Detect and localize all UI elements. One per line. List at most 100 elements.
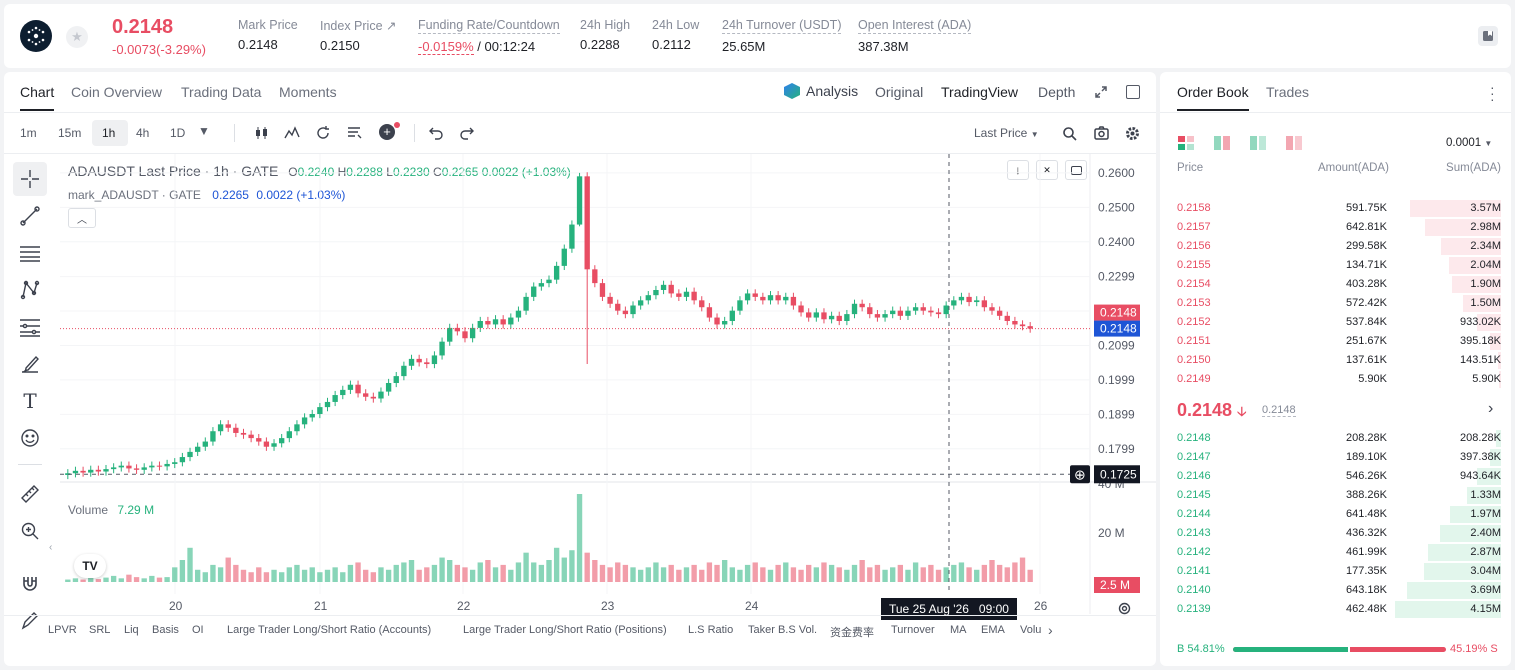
ask-row[interactable]: 0.2152 537.84K 933.02K: [1160, 313, 1511, 332]
bid-row[interactable]: 0.2139 462.48K 4.15M: [1160, 600, 1511, 619]
tab-trading-data[interactable]: Trading Data: [181, 84, 262, 100]
precision-select[interactable]: 0.0001 ▼: [1446, 137, 1493, 149]
ask-row[interactable]: 0.2153 572.42K 1.50M: [1160, 294, 1511, 313]
indicator-0[interactable]: LPVR: [48, 624, 77, 636]
candle-body: [401, 365, 407, 377]
indicator-8[interactable]: Taker B.S Vol.: [748, 624, 818, 636]
ruler-tool-icon[interactable]: [13, 477, 47, 511]
bid-row[interactable]: 0.2145 388.26K 1.33M: [1160, 486, 1511, 505]
pencil-lock-tool-icon[interactable]: [13, 604, 47, 638]
indicator-6[interactable]: Large Trader Long/Short Ratio (Positions…: [463, 624, 667, 636]
bid-row[interactable]: 0.2147 189.10K 397.38K: [1160, 448, 1511, 467]
view-depth[interactable]: Depth: [1038, 84, 1076, 100]
indicator-4[interactable]: OI: [192, 624, 204, 636]
horizontal-lines-tool-icon[interactable]: [13, 236, 47, 270]
interval-15m[interactable]: 15m: [58, 126, 82, 140]
fib-tool-icon[interactable]: [13, 310, 47, 344]
bid-row[interactable]: 0.2141 177.35K 3.04M: [1160, 562, 1511, 581]
ask-row[interactable]: 0.2149 5.90K 5.90K: [1160, 370, 1511, 389]
interval-1h[interactable]: 1h: [102, 126, 116, 140]
row-price: 0.2144: [1177, 508, 1211, 520]
bid-row[interactable]: 0.2142 461.99K 2.87M: [1160, 543, 1511, 562]
indicator-7[interactable]: L.S Ratio: [688, 624, 734, 636]
add-alert-icon[interactable]: +: [379, 124, 395, 140]
brush-tool-icon[interactable]: [13, 347, 47, 381]
auto-scale-icon[interactable]: [1117, 601, 1132, 621]
layout-icon[interactable]: [1126, 85, 1140, 99]
camera-icon[interactable]: [1094, 126, 1109, 145]
emoji-tool-icon[interactable]: [13, 421, 47, 455]
tab-order-book[interactable]: Order Book: [1177, 84, 1249, 111]
magnet-tool-icon[interactable]: [13, 566, 47, 600]
volume-bar: [431, 564, 438, 582]
redo-icon[interactable]: [459, 126, 475, 145]
bid-row[interactable]: 0.2144 641.48K 1.97M: [1160, 505, 1511, 524]
price-type-select[interactable]: Last Price ▼: [974, 126, 1039, 140]
restore-pane-icon[interactable]: [1065, 160, 1087, 180]
ask-row[interactable]: 0.2158 591.75K 3.57M: [1160, 199, 1511, 218]
volume-bar: [408, 560, 415, 582]
bid-row[interactable]: 0.2140 643.18K 3.69M: [1160, 581, 1511, 600]
ask-row[interactable]: 0.2155 134.71K 2.04M: [1160, 256, 1511, 275]
ask-row[interactable]: 0.2154 403.28K 1.90M: [1160, 275, 1511, 294]
view-original[interactable]: Original: [875, 84, 924, 100]
notes-icon[interactable]: [1478, 26, 1498, 46]
analysis-button[interactable]: Analysis: [784, 83, 858, 99]
scroll-down-icon[interactable]: ↓: [1007, 160, 1029, 180]
tab-moments[interactable]: Moments: [279, 84, 337, 100]
text-tool-icon[interactable]: T: [23, 389, 37, 413]
price-chart[interactable]: 0.26000.25000.24000.22990.21990.20990.19…: [4, 154, 1156, 614]
ask-row[interactable]: 0.2150 137.61K 143.51K: [1160, 351, 1511, 370]
indicator-scroll-right-icon[interactable]: ›: [1048, 622, 1053, 638]
indicator-9[interactable]: 资金费率: [830, 627, 874, 639]
settings-gear-icon[interactable]: [1125, 126, 1140, 146]
interval-dropdown-icon[interactable]: ▼: [198, 124, 210, 138]
indicator-2[interactable]: Liq: [124, 624, 139, 636]
indicator-12[interactable]: EMA: [981, 624, 1005, 636]
pattern-tool-icon[interactable]: [13, 273, 47, 307]
candle-body: [141, 467, 147, 470]
stat-index-price[interactable]: Index Price ↗ 0.2150: [320, 19, 397, 53]
interval-4h[interactable]: 4h: [136, 126, 150, 140]
templates-icon[interactable]: [347, 126, 363, 145]
interval-1d[interactable]: 1D: [170, 126, 186, 140]
view-tradingview[interactable]: TradingView: [941, 84, 1019, 100]
tab-coin-overview[interactable]: Coin Overview: [71, 84, 163, 100]
indicator-1[interactable]: SRL: [89, 624, 111, 636]
volume-bar: [469, 569, 476, 582]
expand-icon[interactable]: [1094, 85, 1108, 104]
view-split-icon[interactable]: [1214, 136, 1230, 150]
view-asks-icon[interactable]: [1286, 136, 1302, 150]
bid-row[interactable]: 0.2143 436.32K 2.40M: [1160, 524, 1511, 543]
favorite-star-icon[interactable]: ★: [66, 26, 88, 48]
undo-icon[interactable]: [428, 126, 444, 145]
indicators-icon[interactable]: [284, 126, 300, 145]
indicator-5[interactable]: Large Trader Long/Short Ratio (Accounts): [227, 624, 432, 636]
replay-icon[interactable]: [315, 125, 331, 146]
view-bids-icon[interactable]: [1250, 136, 1266, 150]
ask-row[interactable]: 0.2157 642.81K 2.98M: [1160, 218, 1511, 237]
indicator-11[interactable]: MA: [950, 624, 967, 636]
indicator-3[interactable]: Basis: [152, 624, 179, 636]
interval-1m[interactable]: 1m: [20, 126, 37, 140]
indicator-10[interactable]: Turnover: [891, 624, 935, 636]
trend-line-tool-icon[interactable]: [13, 199, 47, 233]
mid-chevron-icon[interactable]: ›: [1488, 400, 1494, 417]
bid-row[interactable]: 0.2146 546.26K 943.64K: [1160, 467, 1511, 486]
candle-body: [149, 465, 155, 468]
collapse-pane-icon[interactable]: ✕: [1036, 160, 1058, 180]
tab-trades[interactable]: Trades: [1266, 84, 1310, 100]
ask-row[interactable]: 0.2156 299.58K 2.34M: [1160, 237, 1511, 256]
more-menu-icon[interactable]: · · ·: [1490, 79, 1495, 107]
collapse-toolbar-icon[interactable]: ‹: [49, 542, 53, 553]
search-icon[interactable]: [1062, 126, 1077, 146]
ask-row[interactable]: 0.2151 251.67K 395.18K: [1160, 332, 1511, 351]
indicator-13[interactable]: Volu: [1020, 624, 1042, 636]
view-both-icon[interactable]: [1178, 136, 1194, 150]
collapse-legend-icon[interactable]: ︿: [68, 208, 96, 228]
tab-chart[interactable]: Chart: [20, 84, 55, 111]
crosshair-tool-icon[interactable]: [13, 162, 47, 196]
candle-type-icon[interactable]: [254, 126, 270, 145]
zoom-in-tool-icon[interactable]: [13, 514, 47, 548]
bid-row[interactable]: 0.2148 208.28K 208.28K: [1160, 429, 1511, 448]
